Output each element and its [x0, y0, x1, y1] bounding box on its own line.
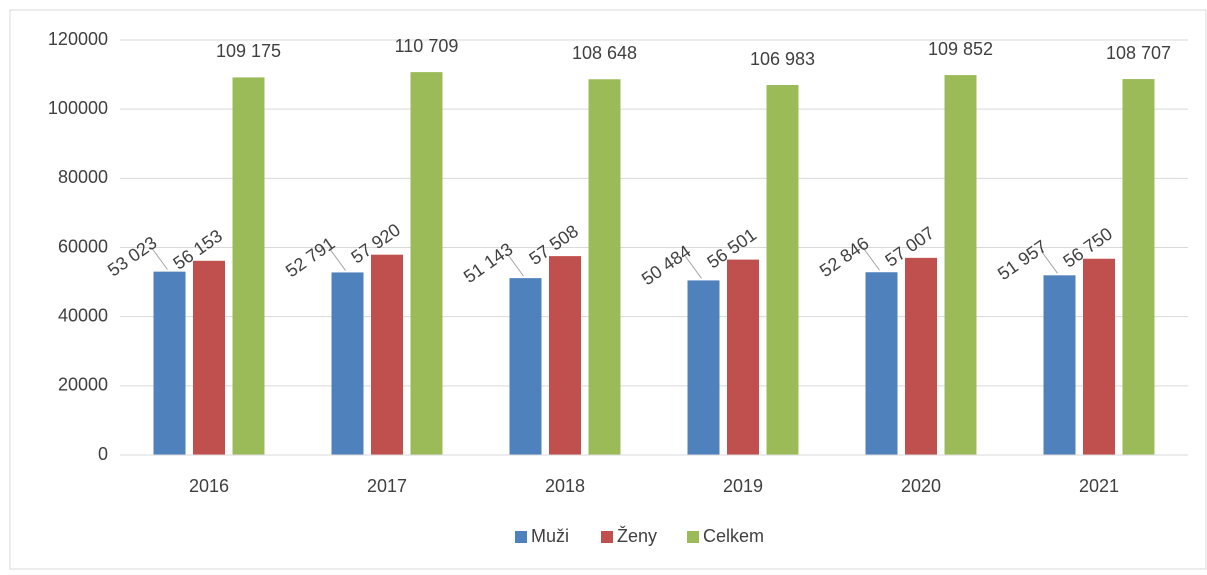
bar [1043, 275, 1076, 455]
y-tick-label: 120000 [48, 29, 108, 49]
x-tick-label: 2016 [189, 476, 229, 496]
y-tick-label: 100000 [48, 98, 108, 118]
bar [153, 271, 186, 455]
x-tick-label: 2020 [901, 476, 941, 496]
bar [509, 278, 542, 455]
data-label: 110 709 [395, 36, 459, 56]
bar [549, 256, 581, 455]
bar [232, 77, 265, 455]
bar [727, 259, 759, 455]
legend-label: Celkem [703, 526, 764, 546]
bar [371, 254, 403, 455]
bar [1122, 79, 1155, 455]
data-label: 109 852 [928, 39, 993, 59]
bar [766, 85, 799, 456]
x-tick-label: 2021 [1079, 476, 1119, 496]
bar [1083, 258, 1115, 455]
legend-label: Muži [531, 526, 569, 546]
leader-line [1041, 251, 1058, 274]
y-tick-label: 60000 [58, 236, 108, 256]
data-label: 108 707 [1106, 43, 1171, 63]
bar [193, 260, 225, 455]
leader-line [507, 253, 524, 277]
y-tick-label: 20000 [58, 375, 108, 395]
legend-swatch [687, 531, 699, 543]
bar [944, 75, 977, 456]
leader-line [151, 247, 168, 270]
leader-line [329, 248, 346, 271]
bar [331, 272, 364, 455]
legend-swatch [515, 531, 527, 543]
data-label: 109 175 [216, 41, 281, 61]
data-label: 108 648 [572, 43, 637, 63]
x-tick-label: 2019 [723, 476, 763, 496]
legend-swatch [601, 531, 613, 543]
x-tick-label: 2017 [367, 476, 407, 496]
leader-line [863, 247, 880, 271]
legend-label: Ženy [617, 526, 657, 546]
bar [410, 72, 443, 455]
y-tick-label: 0 [98, 444, 108, 464]
bar [905, 257, 937, 455]
x-tick-label: 2018 [545, 476, 585, 496]
y-tick-label: 40000 [58, 305, 108, 325]
bar [687, 280, 720, 455]
y-tick-label: 80000 [58, 167, 108, 187]
data-label: 106 983 [750, 49, 815, 69]
leader-line [685, 256, 702, 279]
bar [865, 272, 898, 455]
bar [588, 79, 621, 455]
